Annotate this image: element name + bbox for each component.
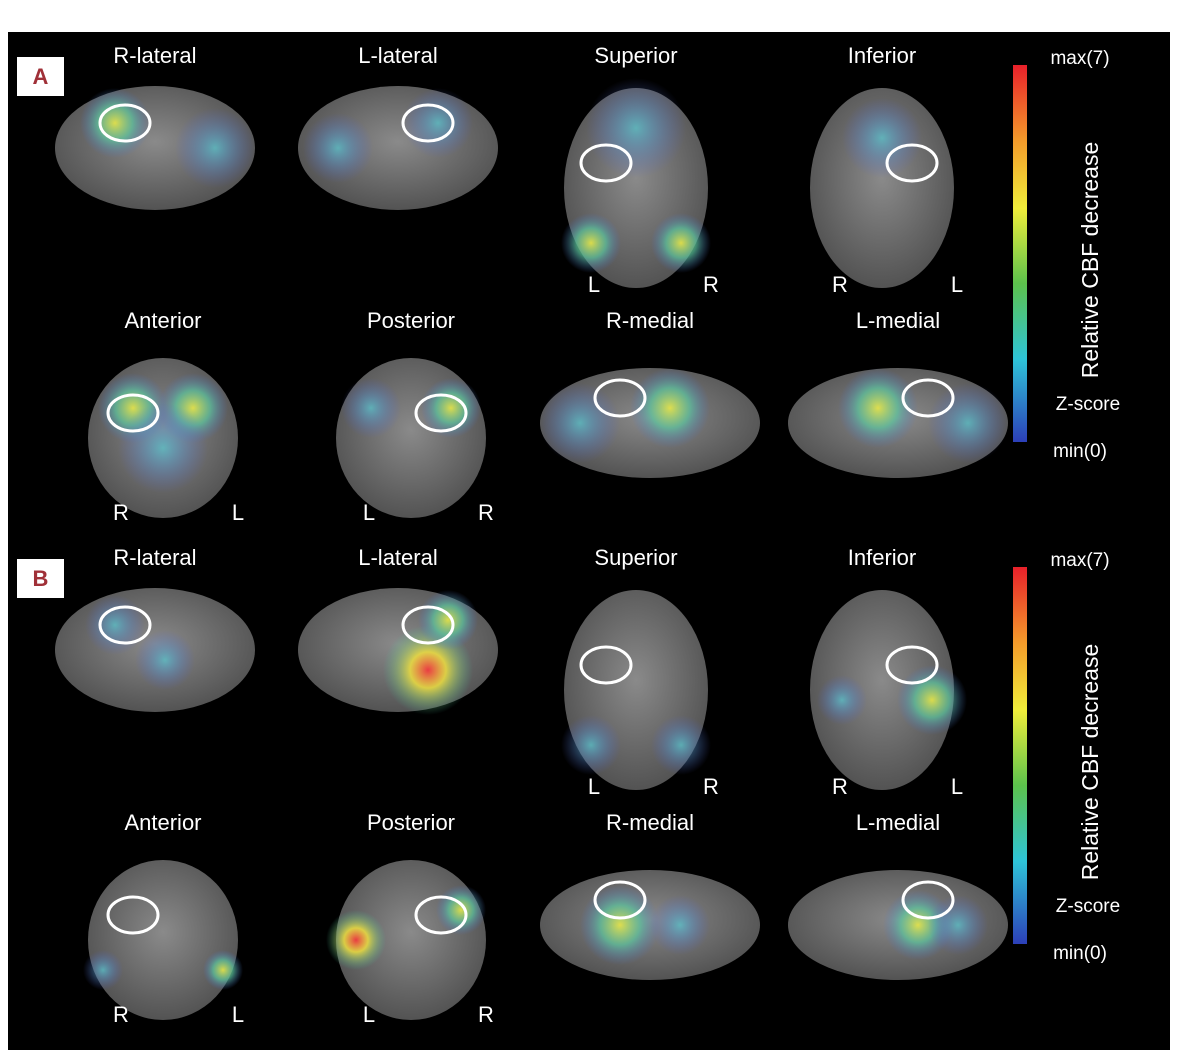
activation [135, 630, 195, 690]
colorbar [1013, 65, 1027, 442]
orientation-left: R [832, 272, 848, 297]
brain [810, 590, 954, 790]
roi [98, 605, 152, 645]
panel-label: A [33, 64, 49, 89]
orientation-right: R [478, 500, 494, 525]
activation [403, 88, 473, 158]
orientation-right: L [951, 272, 963, 297]
roi [401, 605, 455, 645]
view-title: R-medial [606, 308, 694, 333]
activation [418, 590, 478, 650]
colorbar-zlabel: Z-score [1056, 394, 1120, 415]
view-title: Posterior [367, 810, 455, 835]
activation [842, 98, 922, 178]
activation [928, 895, 988, 955]
activation [203, 950, 243, 990]
orientation-right: R [703, 774, 719, 799]
activation [586, 78, 686, 178]
roi [901, 378, 955, 418]
roi [885, 645, 939, 685]
roi [98, 103, 152, 143]
activation [561, 213, 621, 273]
colorbar-zlabel: Z-score [1056, 896, 1120, 917]
view-title: Superior [594, 545, 677, 570]
activation [83, 950, 123, 990]
view-title: R-lateral [113, 43, 196, 68]
orientation-right: L [951, 774, 963, 799]
roi [401, 103, 455, 143]
roi [885, 143, 939, 183]
view-title: L-lateral [358, 43, 437, 68]
view-title: Anterior [124, 810, 201, 835]
roi [106, 393, 160, 433]
colorbar-title: Relative CBF decrease [1077, 644, 1103, 881]
orientation-left: R [113, 500, 129, 525]
activation [85, 595, 145, 655]
activation [118, 403, 208, 493]
view-title: R-medial [606, 810, 694, 835]
colorbar-min: min(0) [1053, 943, 1107, 964]
activation [651, 715, 711, 775]
panel-label-box [17, 57, 64, 96]
roi [579, 645, 633, 685]
colorbar-title: Relative CBF decrease [1077, 142, 1103, 379]
view-title: Superior [594, 43, 677, 68]
roi [579, 143, 633, 183]
roi [593, 880, 647, 920]
colorbar-max: max(7) [1050, 48, 1109, 69]
orientation-right: L [232, 1002, 244, 1027]
orientation-left: R [832, 774, 848, 799]
activation [540, 383, 620, 463]
activation [80, 88, 150, 158]
roi [414, 393, 468, 433]
activation [928, 383, 1008, 463]
view-title: L-medial [856, 308, 940, 333]
roi [414, 895, 468, 935]
activation [630, 368, 710, 448]
activation [421, 378, 481, 438]
colorbar-max: max(7) [1050, 550, 1109, 571]
activation [561, 715, 621, 775]
orientation-left: L [588, 774, 600, 799]
orientation-left: L [363, 1002, 375, 1027]
activation [651, 213, 711, 273]
roi [593, 378, 647, 418]
panel-label: B [33, 566, 49, 591]
view-title: Inferior [848, 43, 916, 68]
activation [303, 113, 373, 183]
view-title: L-medial [856, 810, 940, 835]
panel-label-box [17, 559, 64, 598]
brain [88, 860, 238, 1020]
activation [580, 885, 660, 965]
activation [326, 910, 386, 970]
activation [817, 675, 867, 725]
activation [175, 108, 255, 188]
activation [341, 378, 401, 438]
view-title: Inferior [848, 545, 916, 570]
orientation-left: L [588, 272, 600, 297]
orientation-left: L [363, 500, 375, 525]
activation [838, 368, 918, 448]
view-title: L-lateral [358, 545, 437, 570]
orientation-right: R [478, 1002, 494, 1027]
orientation-left: R [113, 1002, 129, 1027]
orientation-right: L [232, 500, 244, 525]
view-title: Anterior [124, 308, 201, 333]
view-title: R-lateral [113, 545, 196, 570]
activation [650, 895, 710, 955]
roi [106, 895, 160, 935]
orientation-right: R [703, 272, 719, 297]
roi [901, 880, 955, 920]
colorbar-min: min(0) [1053, 441, 1107, 462]
colorbar [1013, 567, 1027, 944]
view-title: Posterior [367, 308, 455, 333]
